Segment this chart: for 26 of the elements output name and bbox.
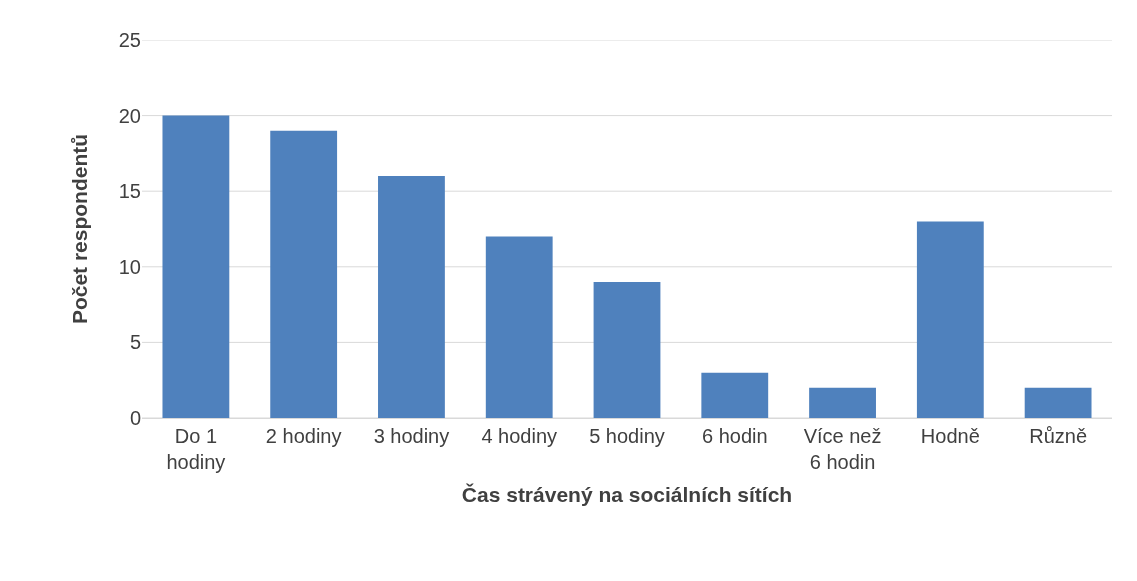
y-tick-label: 20 (118, 104, 141, 127)
y-tick-label: 15 (118, 180, 141, 203)
y-tick-label: 0 (129, 407, 141, 429)
y-axis-title: Počet respondentů (67, 133, 91, 325)
y-tick-label: 10 (118, 255, 141, 278)
y-tick-label: 5 (129, 331, 141, 354)
x-tick-label: 5 hodiny (589, 425, 665, 447)
bar (1024, 387, 1092, 418)
bar (916, 221, 984, 418)
x-tick-label: Různě (1029, 425, 1088, 447)
bar (809, 387, 876, 418)
x-tick-label: 4 hodiny (481, 425, 558, 447)
x-tick-label: 3 hodiny (373, 425, 450, 447)
x-tick-label: Do 1 hodiny (166, 425, 226, 473)
bar (701, 372, 769, 418)
bar (270, 130, 338, 418)
x-tick-label: 2 hodiny (265, 425, 342, 447)
y-tick-label: 25 (118, 29, 141, 51)
x-axis-title: Čas strávený na sociálních sítích (461, 483, 793, 507)
bar (485, 236, 553, 418)
bar (378, 176, 445, 418)
bar (593, 281, 661, 418)
x-tick-label: Více než 6 hodin (803, 425, 882, 473)
bar (162, 115, 230, 418)
x-tick-label: Hodně (920, 425, 980, 447)
x-tick-label: 6 hodin (701, 425, 768, 447)
